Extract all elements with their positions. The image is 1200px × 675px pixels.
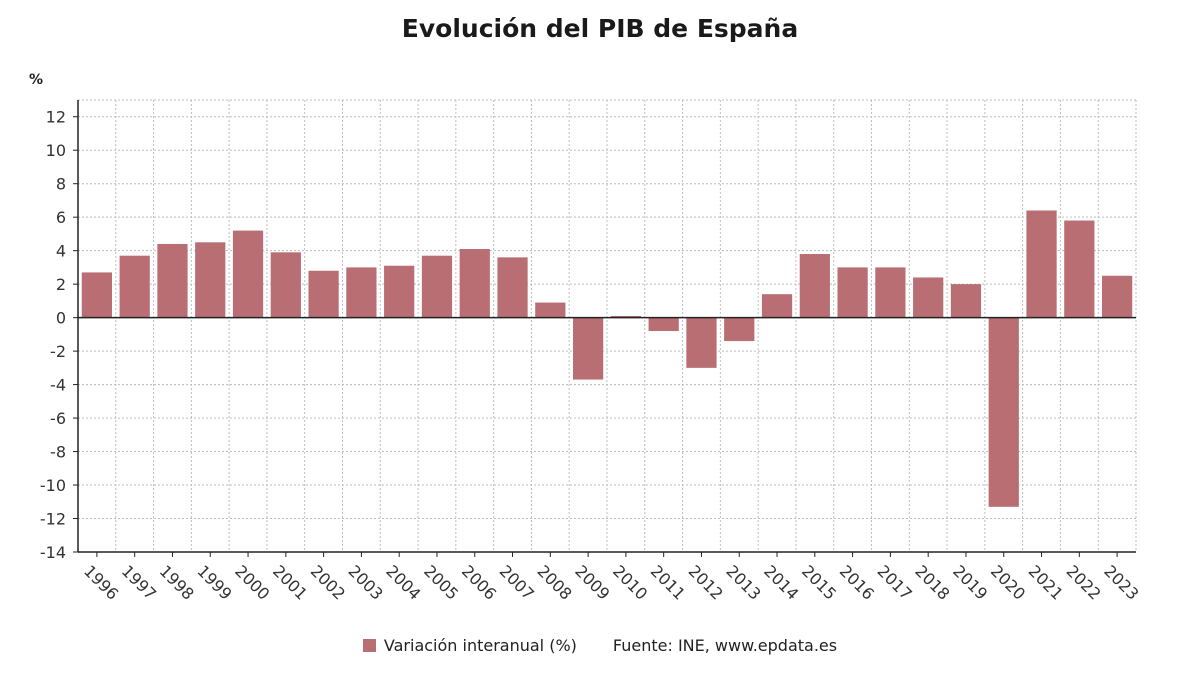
x-tick-label: 2004 (382, 561, 424, 603)
bar-2002 (308, 270, 339, 318)
bar-2016 (837, 267, 868, 318)
y-axis-unit-label: % (29, 72, 43, 88)
bar-2008 (535, 302, 566, 318)
x-tick-label: 1997 (118, 561, 160, 603)
y-tick-label: -6 (50, 409, 66, 428)
x-tick-label: 2003 (345, 561, 387, 603)
y-tick-label: 6 (56, 208, 66, 227)
bar-2005 (421, 255, 453, 318)
y-tick-label: -4 (50, 376, 66, 395)
bar-2004 (384, 265, 415, 318)
legend-label: Variación interanual (%) (383, 636, 577, 655)
bar-2018 (913, 277, 944, 318)
y-tick-label: 10 (46, 141, 66, 160)
bar-2021 (1026, 210, 1057, 318)
y-tick-label: 8 (56, 175, 66, 194)
x-tick-label: 2006 (458, 561, 500, 603)
bar-2023 (1101, 275, 1133, 318)
x-tick-label: 2008 (533, 561, 575, 603)
y-tick-label: 12 (46, 108, 66, 127)
x-tick-label: 1999 (193, 561, 235, 603)
x-tick-label: 2013 (722, 561, 764, 603)
x-tick-label: 2015 (798, 561, 840, 603)
bar-2014 (761, 294, 793, 318)
y-tick-label: -8 (50, 443, 66, 462)
x-tick-label: 2023 (1100, 561, 1142, 603)
bar-1996 (81, 272, 113, 318)
bar-2009 (572, 317, 604, 380)
x-tick-label: 2016 (836, 561, 878, 603)
x-tick-label: 2009 (571, 561, 613, 603)
chart-title: Evolución del PIB de España (401, 14, 799, 43)
x-tick-label: 2001 (269, 561, 311, 603)
bar-2000 (232, 230, 264, 318)
bars (81, 210, 1133, 507)
x-tick-label: 2020 (987, 561, 1029, 603)
grid-lines (78, 99, 1137, 553)
bar-2011 (648, 317, 679, 332)
bar-2019 (950, 284, 982, 318)
x-tick-label: 2007 (496, 561, 538, 603)
bar-2007 (497, 257, 528, 318)
y-tick-label: -12 (40, 510, 66, 529)
bar-2020 (988, 317, 1019, 507)
y-tick-label: -2 (50, 342, 66, 361)
x-tick-label: 2010 (609, 561, 651, 603)
x-tick-label: 2017 (874, 561, 916, 603)
y-tick-label: 4 (56, 242, 66, 261)
bar-2001 (270, 252, 301, 318)
x-tick-label: 2005 (420, 561, 462, 603)
x-tick-label: 2021 (1025, 561, 1067, 603)
bar-2022 (1064, 220, 1095, 318)
bar-2012 (686, 317, 717, 368)
y-tick-label: -14 (40, 543, 66, 562)
y-tick-label: 0 (56, 309, 66, 328)
x-tick-label: 2022 (1062, 561, 1104, 603)
x-tick-label: 1998 (156, 561, 198, 603)
y-tick-label: 2 (56, 275, 66, 294)
x-tick-label: 2011 (647, 561, 689, 603)
x-tick-label: 2012 (685, 561, 727, 603)
x-tick-label: 2018 (911, 561, 953, 603)
x-tick-label: 2000 (231, 561, 273, 603)
bar-1998 (157, 243, 188, 318)
bar-2006 (459, 248, 490, 318)
x-tick-label: 2019 (949, 561, 991, 603)
legend-swatch (362, 639, 376, 652)
x-tick-label: 2002 (307, 561, 349, 603)
legend: Variación interanual (%) Fuente: INE, ww… (0, 636, 1200, 655)
bar-1999 (195, 242, 226, 318)
bar-1997 (119, 255, 150, 318)
x-tick-label: 2014 (760, 561, 802, 603)
y-tick-label: -10 (40, 476, 66, 495)
bar-2003 (346, 267, 377, 318)
x-tick-label: 1996 (80, 561, 122, 603)
bar-2010 (610, 315, 642, 318)
bar-2017 (875, 267, 906, 318)
bar-2015 (799, 254, 830, 318)
bar-2013 (724, 317, 755, 342)
source-note: Fuente: INE, www.epdata.es (612, 636, 838, 655)
